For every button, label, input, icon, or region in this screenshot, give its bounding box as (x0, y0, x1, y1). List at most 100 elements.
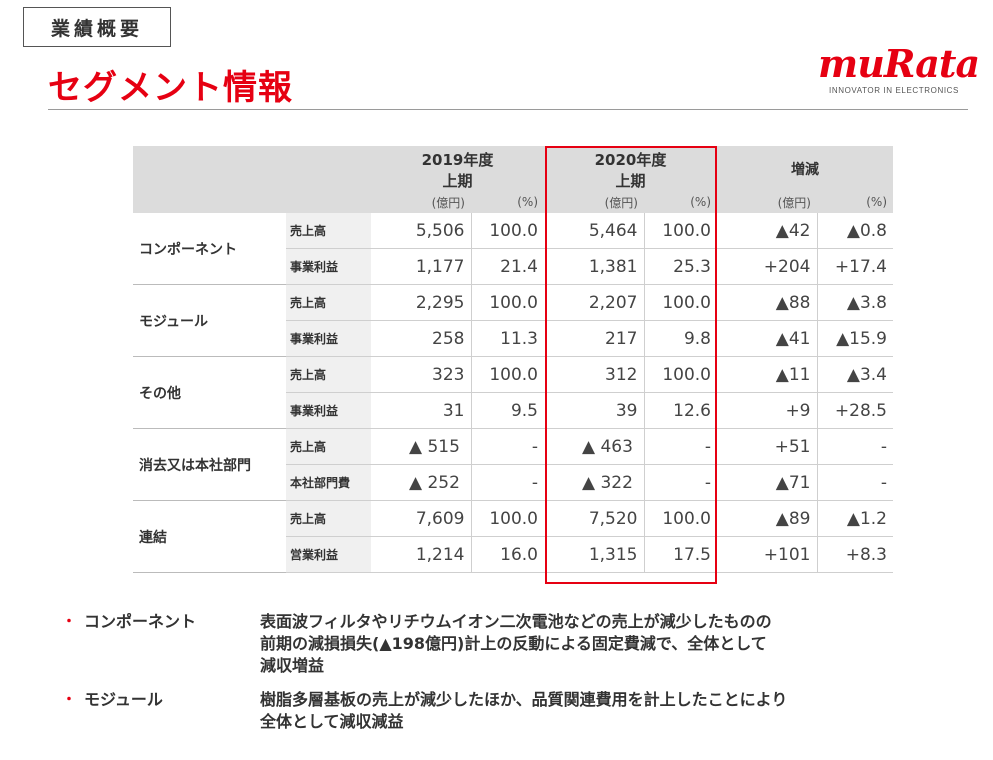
value-number: 252 (427, 472, 460, 493)
pct-2020: 100.0 (644, 213, 717, 249)
pct-2020: 12.6 (644, 392, 717, 429)
pct-2020: - (644, 464, 717, 501)
fy2020-highlight-box (545, 146, 717, 584)
header-2019-year: 2019年度 (371, 146, 544, 170)
note-modules: ・ モジュール 樹脂多層基板の売上が減少したほか、品質関連費用を計上したことによ… (62, 689, 982, 733)
value-2020: ▲ 463 (544, 428, 645, 465)
logo-wordmark: muRata (818, 41, 980, 86)
change-value: ▲88 (717, 284, 818, 321)
header-2020-half: 上期 (544, 170, 717, 191)
value-number: 322 (600, 472, 633, 493)
row-item: 売上高 (286, 356, 371, 393)
change-value: +204 (717, 248, 818, 285)
value-2019: 1,177 (371, 248, 472, 285)
value-2019: 1,214 (371, 536, 472, 573)
table-row: 事業利益 31 9.5 39 12.6 +9 +28.5 (133, 392, 893, 429)
pct-2019: 9.5 (471, 392, 544, 429)
segment-table: 2019年度 2020年度 増減 上期 上期 (億円) (%) (億円) (%)… (133, 146, 893, 573)
note-body: 表面波フィルタやリチウムイオン二次電池などの売上が減少したものの 前期の減損損失… (260, 611, 982, 677)
logo-tagline: INNOVATOR IN ELECTRONICS (829, 86, 959, 95)
row-item: 事業利益 (286, 392, 371, 429)
change-pct: +8.3 (817, 536, 893, 573)
value-2020: 39 (544, 392, 645, 429)
row-item: 売上高 (286, 500, 371, 537)
change-pct: +28.5 (817, 392, 893, 429)
pct-2019: 21.4 (471, 248, 544, 285)
bullet-icon: ・ (62, 692, 76, 708)
value-2019: 7,609 (371, 500, 472, 537)
unit-amount-2020: (億円) (544, 191, 644, 213)
value-2019: 323 (371, 356, 472, 393)
triangle-mark: ▲ (409, 472, 423, 493)
unit-amount-2019: (億円) (371, 191, 471, 213)
change-pct: ▲1.2 (817, 500, 893, 537)
pct-2020: 25.3 (644, 248, 717, 285)
section-label: 業績概要 (23, 7, 171, 47)
row-item: 営業利益 (286, 536, 371, 573)
table-row: 消去又は本社部門 売上高 ▲ 515 - ▲ 463 - +51 - (133, 428, 893, 501)
note-line: 樹脂多層基板の売上が減少したほか、品質関連費用を計上したことにより (260, 690, 788, 709)
title-divider (48, 109, 968, 110)
value-number: 463 (600, 436, 633, 457)
row-item: 事業利益 (286, 320, 371, 357)
change-value: ▲11 (717, 356, 818, 393)
change-pct: ▲15.9 (817, 320, 893, 357)
triangle-mark: ▲ (582, 472, 596, 493)
change-pct: - (817, 428, 893, 465)
pct-2019: 100.0 (471, 500, 544, 537)
change-value: ▲42 (717, 213, 818, 249)
value-2019: 258 (371, 320, 472, 357)
table-row: モジュール 売上高 2,295 100.0 2,207 100.0 ▲88 ▲3… (133, 284, 893, 357)
header-change: 増減 (717, 146, 893, 191)
triangle-mark: ▲ (409, 436, 423, 457)
note-line: 全体として減収減益 (260, 712, 404, 731)
value-2020: 217 (544, 320, 645, 357)
table-row: 事業利益 258 11.3 217 9.8 ▲41 ▲15.9 (133, 320, 893, 357)
segment-name: その他 (133, 356, 286, 429)
table-row: 事業利益 1,177 21.4 1,381 25.3 +204 +17.4 (133, 248, 893, 285)
change-pct: ▲3.4 (817, 356, 893, 393)
value-2020: 1,315 (544, 536, 645, 573)
unit-amount-change: (億円) (717, 191, 817, 213)
value-2019: 31 (371, 392, 472, 429)
segment-name: コンポーネント (133, 213, 286, 285)
value-2020: 1,381 (544, 248, 645, 285)
row-item: 本社部門費 (286, 464, 371, 501)
value-2020: 7,520 (544, 500, 645, 537)
value-2020: 2,207 (544, 284, 645, 321)
pct-2019: - (471, 464, 544, 501)
row-item: 売上高 (286, 428, 371, 465)
note-body: 樹脂多層基板の売上が減少したほか、品質関連費用を計上したことにより 全体として減… (260, 689, 982, 733)
table-row: その他 売上高 323 100.0 312 100.0 ▲11 ▲3.4 (133, 356, 893, 429)
note-components: ・ コンポーネント 表面波フィルタやリチウムイオン二次電池などの売上が減少したも… (62, 611, 982, 677)
header-2019-half: 上期 (371, 170, 544, 191)
table-row: コンポーネント 売上高 5,506 100.0 5,464 100.0 ▲42 … (133, 213, 893, 285)
change-value: +9 (717, 392, 818, 429)
change-pct: - (817, 464, 893, 501)
change-value: ▲89 (717, 500, 818, 537)
pct-2019: 100.0 (471, 284, 544, 321)
pct-2019: - (471, 428, 544, 465)
pct-2019: 100.0 (471, 356, 544, 393)
change-pct: ▲3.8 (817, 284, 893, 321)
row-item: 売上高 (286, 284, 371, 321)
table-row: 連結 売上高 7,609 100.0 7,520 100.0 ▲89 ▲1.2 (133, 500, 893, 573)
change-value: ▲71 (717, 464, 818, 501)
pct-2020: 100.0 (644, 356, 717, 393)
value-2020: ▲ 322 (544, 464, 645, 501)
value-2019: 2,295 (371, 284, 472, 321)
pct-2020: - (644, 428, 717, 465)
unit-pct-change: (%) (817, 191, 893, 213)
note-heading: コンポーネント (84, 612, 197, 631)
note-heading: モジュール (84, 690, 163, 709)
value-2019: ▲ 515 (371, 428, 472, 465)
value-2020: 312 (544, 356, 645, 393)
value-2019: ▲ 252 (371, 464, 472, 501)
table-row: 営業利益 1,214 16.0 1,315 17.5 +101 +8.3 (133, 536, 893, 573)
pct-2020: 9.8 (644, 320, 717, 357)
change-value: ▲41 (717, 320, 818, 357)
value-2020: 5,464 (544, 213, 645, 249)
note-line: 表面波フィルタやリチウムイオン二次電池などの売上が減少したものの (260, 612, 772, 631)
table-row: 本社部門費 ▲ 252 - ▲ 322 - ▲71 - (133, 464, 893, 501)
triangle-mark: ▲ (582, 436, 596, 457)
